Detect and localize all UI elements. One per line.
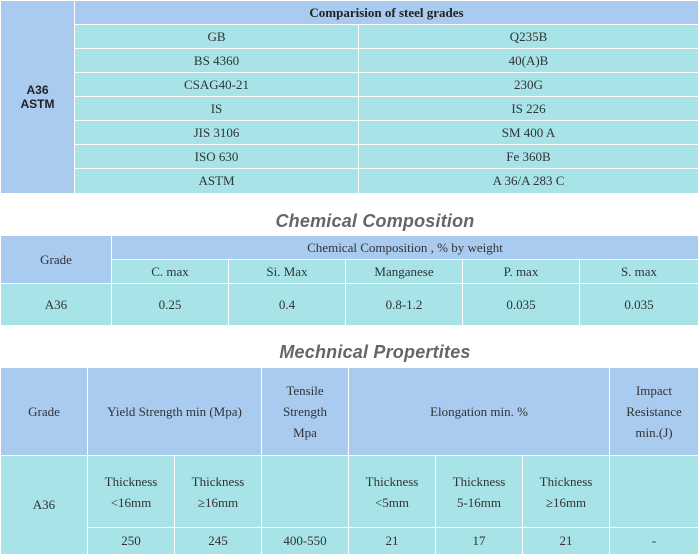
chem-value-cell: 0.4 bbox=[229, 284, 346, 326]
mech-value-cell: 21 bbox=[523, 528, 610, 555]
grade-label-astm: ASTM bbox=[1, 97, 74, 111]
standard-cell: IS bbox=[75, 97, 359, 121]
chem-value-cell: 0.8-1.2 bbox=[346, 284, 463, 326]
standard-cell: BS 4360 bbox=[75, 49, 359, 73]
elongation-header: Elongation min. % bbox=[349, 368, 610, 456]
standard-cell: CSAG40-21 bbox=[75, 73, 359, 97]
mech-value-cell: 250 bbox=[88, 528, 175, 555]
chem-value-cell: 0.25 bbox=[112, 284, 229, 326]
chem-col-header: P. max bbox=[463, 260, 580, 284]
thickness-header: Thickness ≥16mm bbox=[175, 456, 262, 528]
thickness-header: Thickness <16mm bbox=[88, 456, 175, 528]
chem-col-header: C. max bbox=[112, 260, 229, 284]
grade-cell: Q235B bbox=[359, 25, 698, 49]
chem-grade-header: Grade bbox=[1, 236, 112, 284]
thickness-header: Thickness <5mm bbox=[349, 456, 436, 528]
mechanical-properties-title: Mechnical Propertites bbox=[0, 342, 698, 363]
comparison-title: Comparision of steel grades bbox=[75, 1, 698, 25]
grade-cell: A 36/A 283 C bbox=[359, 169, 698, 194]
chem-value-cell: 0.035 bbox=[463, 284, 580, 326]
standard-cell: JIS 3106 bbox=[75, 121, 359, 145]
thickness-header: Thickness ≥16mm bbox=[523, 456, 610, 528]
thickness-header: Thickness 5-16mm bbox=[436, 456, 523, 528]
chemical-composition-title: Chemical Composition bbox=[0, 211, 698, 232]
mechanical-properties-table: Grade Yield Strength min (Mpa) Tensile S… bbox=[0, 367, 698, 555]
empty-cell bbox=[610, 456, 698, 528]
chem-col-header: Si. Max bbox=[229, 260, 346, 284]
grade-cell: 40(A)B bbox=[359, 49, 698, 73]
mech-grade-header: Grade bbox=[1, 368, 88, 456]
mech-value-cell: 21 bbox=[349, 528, 436, 555]
chem-col-header: Manganese bbox=[346, 260, 463, 284]
grade-label-cell: A36 ASTM bbox=[1, 1, 75, 194]
grade-cell: 230G bbox=[359, 73, 698, 97]
tensile-strength-header: Tensile Strength Mpa bbox=[262, 368, 349, 456]
impact-resistance-header: Impact Resistance min.(J) bbox=[610, 368, 698, 456]
mech-value-cell: 245 bbox=[175, 528, 262, 555]
standard-cell: ISO 630 bbox=[75, 145, 359, 169]
grade-label-a36: A36 bbox=[1, 83, 74, 97]
standard-cell: GB bbox=[75, 25, 359, 49]
grade-cell: SM 400 A bbox=[359, 121, 698, 145]
yield-strength-header: Yield Strength min (Mpa) bbox=[88, 368, 262, 456]
chemical-composition-table: Grade Chemical Composition , % by weight… bbox=[0, 235, 698, 326]
empty-cell bbox=[262, 456, 349, 528]
chem-grade-cell: A36 bbox=[1, 284, 112, 326]
mech-value-cell: 400-550 bbox=[262, 528, 349, 555]
mech-value-cell: - bbox=[610, 528, 698, 555]
grade-cell: Fe 360B bbox=[359, 145, 698, 169]
mech-grade-cell: A36 bbox=[1, 456, 88, 555]
chem-value-cell: 0.035 bbox=[580, 284, 698, 326]
standard-cell: ASTM bbox=[75, 169, 359, 194]
grade-cell: IS 226 bbox=[359, 97, 698, 121]
chem-group-header: Chemical Composition , % by weight bbox=[112, 236, 698, 260]
mech-value-cell: 17 bbox=[436, 528, 523, 555]
chem-col-header: S. max bbox=[580, 260, 698, 284]
